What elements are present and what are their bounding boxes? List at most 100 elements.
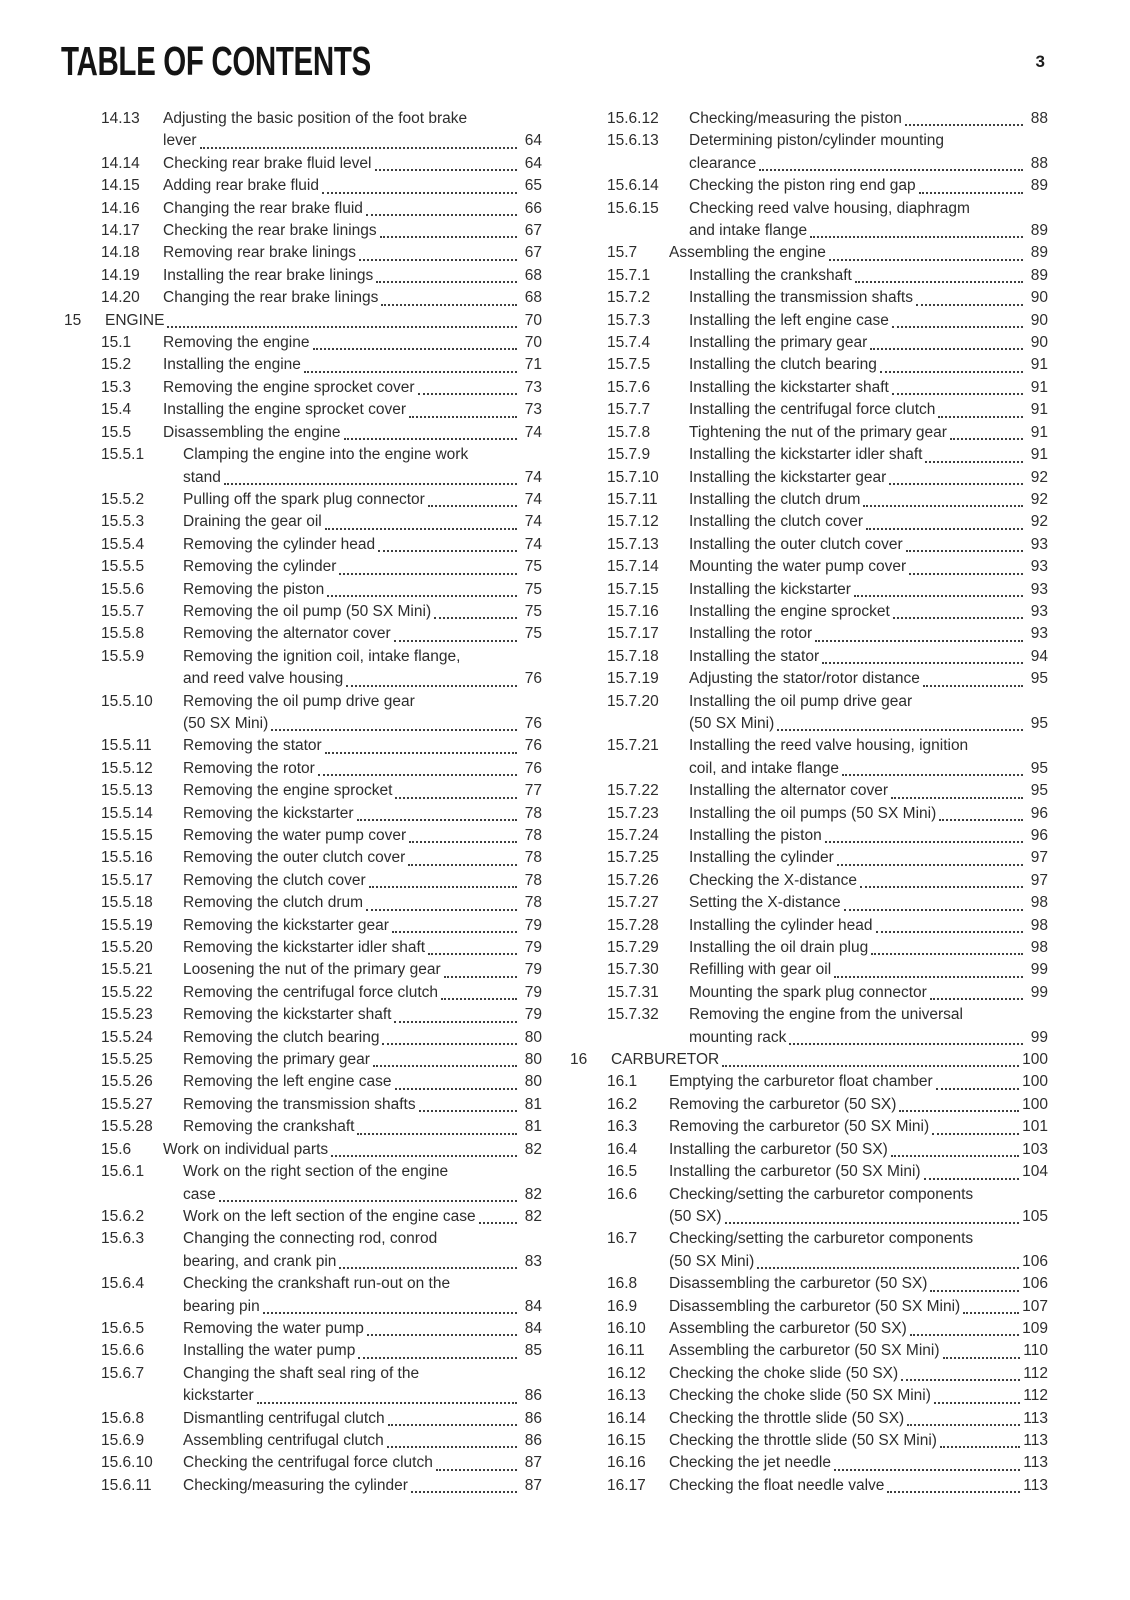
toc-entry: 15.7.25 Installing the cylinder 97 — [570, 847, 1048, 869]
dot-leader — [860, 886, 1023, 889]
toc-entry-title: Removing the crankshaft — [183, 1118, 355, 1136]
toc-entry-title: Installing the water pump — [183, 1342, 356, 1360]
toc-entry-number: 15.7.19 — [607, 670, 659, 688]
toc-entry: 15.5.26 Removing the left engine case 80 — [64, 1071, 542, 1093]
dot-leader — [822, 662, 1023, 665]
toc-entry: 16.8 Disassembling the carburetor (50 SX)… — [570, 1273, 1048, 1295]
toc-entry-body: Assembling the engine 89 — [669, 242, 1048, 264]
toc-entry-last-line: Installing the rotor 93 — [689, 623, 1048, 645]
toc-entry-last-line: Removing the engine sprocket cover 73 — [163, 377, 542, 399]
dot-leader — [828, 258, 1023, 261]
toc-entry: 15.7.9 Installing the kickstarter idler s… — [570, 444, 1048, 466]
dot-leader — [853, 594, 1023, 597]
toc-entry-body: Installing the kickstarter gear 92 — [689, 467, 1048, 489]
toc-entry-body: Removing the transmission shafts 81 — [183, 1094, 542, 1116]
toc-entry: 16 CARBURETOR 100 — [570, 1049, 1048, 1071]
toc-entry-body: Removing the left engine case 80 — [183, 1071, 542, 1093]
toc-entry-number: 16.17 — [607, 1476, 646, 1494]
toc-entry-last-line: Checking/measuring the piston 88 — [689, 108, 1048, 130]
toc-entry: 16.5 Installing the carburetor (50 SX Min… — [570, 1161, 1048, 1183]
toc-entry-body: Removing rear brake linings 67 — [163, 242, 542, 264]
toc-entry-body: Removing the outer clutch cover 78 — [183, 847, 542, 869]
toc-entry-body: Assembling centrifugal clutch 86 — [183, 1430, 542, 1452]
toc-entry-number: 15.5.19 — [101, 916, 153, 934]
toc-entry-title: Loosening the nut of the primary gear — [183, 961, 441, 979]
dot-leader — [418, 1110, 517, 1113]
dot-leader — [312, 348, 517, 351]
toc-entry-number: 15.7 — [607, 244, 638, 262]
toc-entry: 16.4 Installing the carburetor (50 SX) 103 — [570, 1139, 1048, 1161]
dot-leader — [916, 303, 1023, 306]
toc-entry: 16.13 Checking the choke slide (50 SX Min… — [570, 1385, 1048, 1407]
toc-entry-page: 81 — [524, 1118, 542, 1136]
dot-leader — [918, 191, 1023, 194]
toc-entry-body: Removing the engine from the universal mo… — [689, 1004, 1048, 1049]
toc-entry: 15.6.10 Checking the centrifugal force cl… — [64, 1452, 542, 1474]
toc-entry: 14.19 Installing the rear brake linings 68 — [64, 265, 542, 287]
dot-leader — [387, 1423, 517, 1426]
toc-entry-page: 90 — [1030, 334, 1048, 352]
toc-entry-page: 67 — [524, 244, 542, 262]
toc-entry-number: 14.15 — [101, 177, 140, 195]
toc-entry-last-line: Installing the centrifugal force clutch 9… — [689, 399, 1048, 421]
toc-entry-number: 15.5.9 — [101, 647, 145, 665]
dot-leader — [417, 393, 517, 396]
toc-entry: 15.7.7 Installing the centrifugal force c… — [570, 399, 1048, 421]
toc-entry-body: Assembling the carburetor (50 SX) 109 — [669, 1318, 1048, 1340]
dot-leader — [391, 931, 517, 934]
toc-entry-number: 15.5.12 — [101, 759, 153, 777]
toc-entry-number: 15.1 — [101, 334, 132, 352]
toc-entry-last-line: Installing the clutch bearing 91 — [689, 354, 1048, 376]
toc-entry: 15.3 Removing the engine sprocket cover 73 — [64, 377, 542, 399]
toc-entry-number: 15.7.18 — [607, 647, 659, 665]
toc-entry-body: Checking the jet needle 113 — [669, 1452, 1048, 1474]
toc-entry-number: 15.4 — [101, 401, 132, 419]
toc-entry-title: Installing the kickstarter idler shaft — [689, 446, 923, 464]
toc-entry-number: 15.7.5 — [607, 356, 651, 374]
toc-entry-last-line: Removing the carburetor (50 SX) 100 — [669, 1094, 1048, 1116]
toc-entry-number: 15.6.9 — [101, 1431, 145, 1449]
toc-entry-number: 15.7.12 — [607, 513, 659, 531]
toc-entry-last-line: Removing the alternator cover 75 — [183, 623, 542, 645]
toc-entry-last-line: and reed valve housing 76 — [183, 668, 542, 690]
toc-entry-body: Removing the kickstarter idler shaft 79 — [183, 937, 542, 959]
toc-entry-title: Work on the left section of the engine c… — [183, 1207, 476, 1225]
toc-entry-page: 112 — [1023, 1387, 1048, 1405]
toc-entry-last-line: Removing the cylinder 75 — [183, 556, 542, 578]
toc-entry-body: Removing the centrifugal force clutch 79 — [183, 982, 542, 1004]
toc-entry-body: Removing the piston 75 — [183, 579, 542, 601]
toc-entry-last-line: Tightening the nut of the primary gear 91 — [689, 422, 1048, 444]
dot-leader — [907, 1423, 1021, 1426]
toc-entry: 15.7.1 Installing the crankshaft 89 — [570, 265, 1048, 287]
toc-entry-page: 106 — [1022, 1252, 1048, 1270]
toc-entry-number: 15.7.29 — [607, 939, 659, 957]
toc-entry-page: 78 — [524, 827, 542, 844]
toc-entry-title: (50 SX Mini) — [689, 714, 775, 732]
toc-entry-page: 106 — [1022, 1275, 1048, 1293]
toc-entry-body: Refilling with gear oil 99 — [689, 959, 1048, 981]
toc-entry-number: 16.3 — [607, 1118, 638, 1136]
toc-entry-page: 103 — [1022, 1140, 1048, 1158]
toc-entry-title: coil, and intake flange — [689, 759, 839, 777]
toc-entry-body: Installing the cylinder 97 — [689, 847, 1048, 869]
toc-entry-last-line: Mounting the spark plug connector 99 — [689, 982, 1048, 1004]
toc-entry-last-line: case 82 — [183, 1184, 542, 1206]
toc-entry-body: Removing the cylinder head 74 — [183, 534, 542, 556]
toc-entry: 15.5.27 Removing the transmission shafts 8… — [64, 1094, 542, 1116]
toc-entry-number: 15.5.18 — [101, 894, 153, 912]
toc-entry-page: 92 — [1030, 468, 1048, 486]
toc-entry-page: 75 — [524, 580, 542, 598]
toc-entry-body: Installing the carburetor (50 SX) 103 — [669, 1139, 1048, 1161]
toc-entry-page: 65 — [524, 177, 542, 195]
toc-entry-title: Removing the water pump cover — [183, 827, 407, 844]
toc-entry-title: Assembling the carburetor (50 SX Mini) — [669, 1342, 940, 1360]
toc-entry: 15.5.6 Removing the piston 75 — [64, 579, 542, 601]
toc-entry-number: 15.5.10 — [101, 692, 153, 710]
toc-entry-body: Removing the clutch drum 78 — [183, 892, 542, 914]
toc-entry-title: stand — [183, 468, 221, 486]
toc-entry-title: Removing the clutch bearing — [183, 1028, 380, 1046]
toc-entry-title: bearing pin — [183, 1297, 260, 1315]
toc-entry-number: 15.5.1 — [101, 446, 145, 464]
toc-entry-title: Checking the throttle slide (50 SX) — [669, 1409, 905, 1427]
toc-entry-title-line: Work on the right section of the engine — [183, 1163, 449, 1181]
